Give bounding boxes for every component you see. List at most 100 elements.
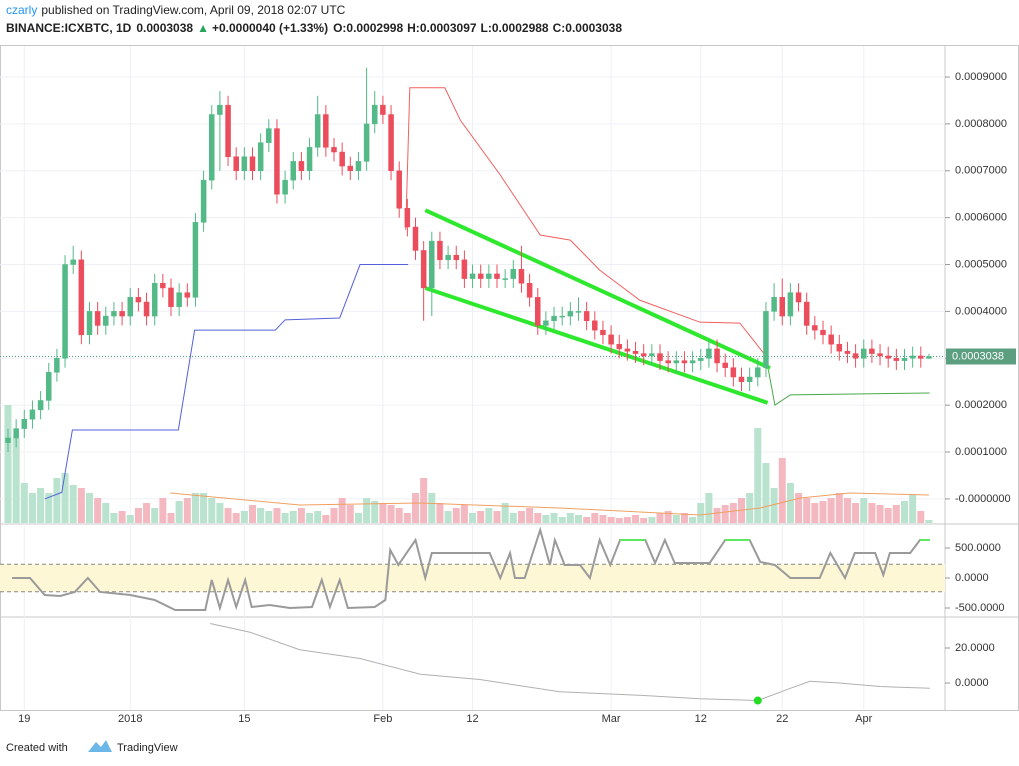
volume-bar <box>827 498 835 523</box>
volume-bar <box>819 501 827 523</box>
trendline <box>424 286 769 405</box>
candle-body <box>518 268 525 284</box>
osc-line <box>12 526 930 612</box>
candle-body <box>233 156 239 172</box>
candle-body <box>885 355 891 359</box>
x-tick-label: Mar <box>602 713 621 725</box>
footer-brand[interactable]: TradingView <box>117 742 178 754</box>
candle-body <box>787 292 794 317</box>
volume-bar <box>12 438 20 523</box>
header-line-2: BINANCE:ICXBTC, 1D 0.0003038 ▲ +0.0000040 (… <box>6 21 622 35</box>
candle-body <box>29 409 36 420</box>
tradingview-logo[interactable]: TradingView <box>88 740 178 754</box>
candle-body <box>901 358 908 361</box>
volume-bar <box>77 488 85 523</box>
x-tick-label: Feb <box>373 713 392 725</box>
high-label: H: <box>407 21 420 35</box>
volume-bar <box>37 488 45 523</box>
volume-bars <box>4 405 933 523</box>
volume-bar <box>721 505 729 523</box>
trendline <box>424 208 771 370</box>
candle-body <box>380 104 386 115</box>
volume-bar <box>61 473 69 523</box>
volume-bar <box>322 515 330 523</box>
volume-bar <box>697 503 705 523</box>
candle-body <box>225 104 231 157</box>
volume-bar <box>249 505 256 523</box>
volume-bar <box>314 511 322 523</box>
candle-body <box>632 350 639 354</box>
volume-bar <box>460 505 468 523</box>
volume-bar <box>770 488 778 523</box>
bottom-tick-label: 0.0000 <box>955 677 989 689</box>
candle-body <box>331 147 337 153</box>
candle-body <box>184 292 191 298</box>
candle-body <box>412 226 419 251</box>
volume-bar <box>892 505 900 523</box>
candle-body <box>13 428 19 439</box>
header-line-1: czarly published on TradingView.com, Apri… <box>6 3 346 17</box>
open-label: O: <box>333 21 346 35</box>
volume-bar <box>53 478 61 523</box>
osc-tick-label: -500.0000 <box>955 602 1005 614</box>
low-label: L: <box>481 21 492 35</box>
y-tick-label: 0.0005000 <box>955 258 1007 270</box>
candle-body <box>143 301 150 317</box>
volume-bar <box>354 513 362 523</box>
author[interactable]: czarly <box>6 3 37 17</box>
candle-body <box>46 372 52 401</box>
volume-bar <box>175 501 183 523</box>
change: +0.0000040 (+1.33%) <box>212 21 328 35</box>
candle-body <box>127 297 133 317</box>
candle-body <box>722 362 728 368</box>
high-value: 0.0003097 <box>420 21 477 35</box>
candle-body <box>918 355 924 359</box>
volume-bar <box>379 503 387 523</box>
candle-body <box>469 273 476 279</box>
volume-bar <box>387 505 395 523</box>
low-value: 0.0002988 <box>492 21 549 35</box>
close-label: C: <box>553 21 566 35</box>
candle-body <box>909 355 916 359</box>
volume-bar <box>412 493 419 523</box>
published: published on TradingView.com, April 09, … <box>41 3 345 17</box>
x-tick-label: 19 <box>18 713 30 725</box>
candle-body <box>111 311 117 317</box>
candles <box>5 67 932 453</box>
volume-bar <box>762 463 770 523</box>
candle-body <box>217 104 223 115</box>
candle-body <box>624 348 631 352</box>
osc-tick-label: 500.0000 <box>955 542 1001 554</box>
candle-body <box>339 151 345 167</box>
candle-body <box>494 273 500 279</box>
candle-body <box>429 240 435 289</box>
y-tick-label: 0.0001000 <box>955 446 1007 458</box>
candle-body <box>730 367 737 378</box>
volume-bar <box>729 503 737 523</box>
candle-body <box>755 367 761 378</box>
x-tick-label: 22 <box>776 713 788 725</box>
volume-bar <box>901 501 908 523</box>
y-tick-label: 0.0006000 <box>955 212 1007 224</box>
candle-body <box>290 161 296 181</box>
candle-body <box>657 353 663 361</box>
candle-body <box>836 343 843 352</box>
volume-bar <box>501 503 509 523</box>
candle-body <box>926 356 932 359</box>
candle-body <box>388 114 394 172</box>
candle-body <box>559 315 565 318</box>
y-tick-label: 0.0004000 <box>955 305 1007 317</box>
volume-bar <box>436 503 444 523</box>
candle-body <box>282 179 288 195</box>
candle-body <box>600 329 606 336</box>
volume-bar <box>689 517 697 523</box>
volume-bar <box>28 493 36 523</box>
candle-body <box>437 240 443 261</box>
volume-bar <box>615 518 623 523</box>
x-tick-label: 2018 <box>118 713 142 725</box>
axes: 19 2018 15 Feb 12 Mar 12 22 Apr 0.0009000 0.000800… <box>18 71 1016 725</box>
candle-body <box>535 297 541 326</box>
volume-bar <box>200 493 208 523</box>
volume-bar <box>803 498 811 523</box>
